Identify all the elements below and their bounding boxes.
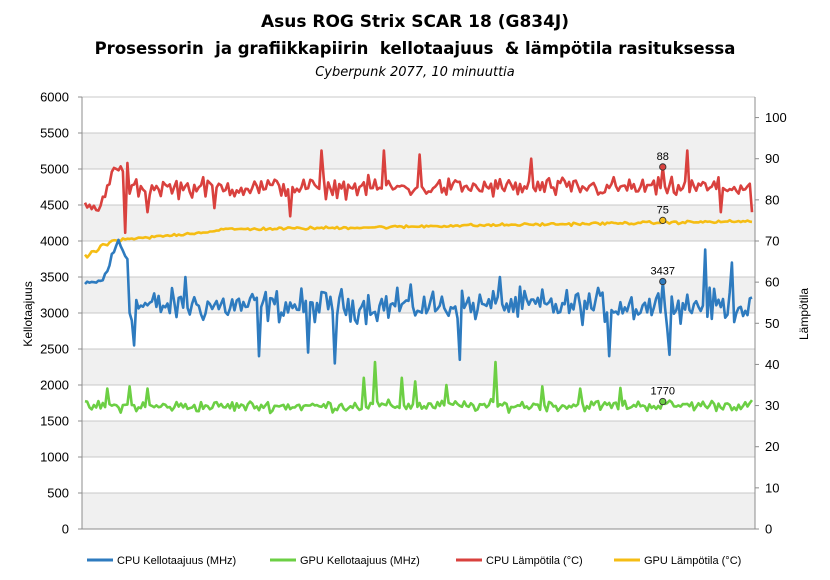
- series-line: [83, 218, 753, 259]
- left-tick-label: 3500: [40, 270, 69, 285]
- annotation-label: 75: [657, 204, 669, 216]
- series-line: [84, 360, 754, 415]
- chart-caption: Cyberpunk 2077, 10 minuuttia: [315, 65, 515, 80]
- plot-band: [82, 493, 755, 529]
- right-axis-ticks: 0 10 20 30 40 50 60 70 80 90 100: [755, 110, 787, 537]
- right-tick-label: 100: [765, 110, 787, 125]
- series-line: [83, 149, 754, 235]
- plot-band: [82, 457, 755, 493]
- chart-subtitle: Prosessorin ja grafiikkapiirin kellotaaj…: [95, 39, 736, 58]
- plot-band: [82, 349, 755, 385]
- plot-band: [82, 313, 755, 349]
- left-tick-label: 4500: [40, 198, 69, 213]
- right-tick-label: 90: [765, 151, 779, 166]
- left-axis-ticks: 0 500 1000 1500 2000 2500 3000 3500 4000 4500 5000…: [40, 90, 82, 537]
- left-tick-label: 6000: [40, 90, 69, 105]
- legend-label: CPU Lämpötila (°C): [486, 555, 583, 567]
- right-axis-title: Lämpötila: [797, 288, 811, 340]
- annotations: 3437 1770 88 75: [651, 151, 675, 406]
- right-tick-label: 70: [765, 234, 779, 249]
- left-tick-label: 5000: [40, 162, 69, 177]
- annotation-label: 1770: [651, 386, 675, 398]
- left-tick-label: 1000: [40, 450, 69, 465]
- left-tick-label: 2500: [40, 342, 69, 357]
- plot-band: [82, 97, 755, 133]
- left-tick-label: 500: [47, 486, 69, 501]
- left-tick-label: 4000: [40, 234, 69, 249]
- series-line: [84, 238, 753, 365]
- annotation-marker: [659, 163, 667, 171]
- right-tick-label: 10: [765, 480, 779, 495]
- annotation-marker: [659, 216, 667, 225]
- right-tick-label: 20: [765, 439, 779, 454]
- annotation-marker: [659, 277, 667, 286]
- series-lines: [83, 149, 754, 415]
- annotation-marker: [659, 397, 667, 406]
- right-tick-label: 30: [765, 398, 779, 413]
- legend: CPU Kellotaajuus (MHz) GPU Kellotaajuus (…: [87, 555, 741, 567]
- legend-label: GPU Kellotaajuus (MHz): [300, 555, 420, 567]
- legend-label: CPU Kellotaajuus (MHz): [117, 555, 236, 567]
- right-tick-label: 80: [765, 192, 779, 207]
- chart-title: Asus ROG Strix SCAR 18 (G834J): [261, 12, 569, 32]
- right-tick-label: 50: [765, 316, 779, 331]
- plot-band: [82, 241, 755, 277]
- legend-label: GPU Lämpötila (°C): [644, 555, 741, 567]
- left-tick-label: 2000: [40, 378, 69, 393]
- left-axis-title: Kellotaajuus: [21, 281, 35, 346]
- left-tick-label: 1500: [40, 414, 69, 429]
- left-tick-label: 5500: [40, 126, 69, 141]
- right-tick-label: 0: [765, 522, 772, 537]
- left-tick-label: 3000: [40, 306, 69, 321]
- annotation-label: 88: [657, 151, 669, 163]
- plot-band: [82, 421, 755, 457]
- left-tick-label: 0: [62, 522, 69, 537]
- annotation-label: 3437: [651, 266, 675, 278]
- right-tick-label: 40: [765, 357, 779, 372]
- right-tick-label: 60: [765, 275, 779, 290]
